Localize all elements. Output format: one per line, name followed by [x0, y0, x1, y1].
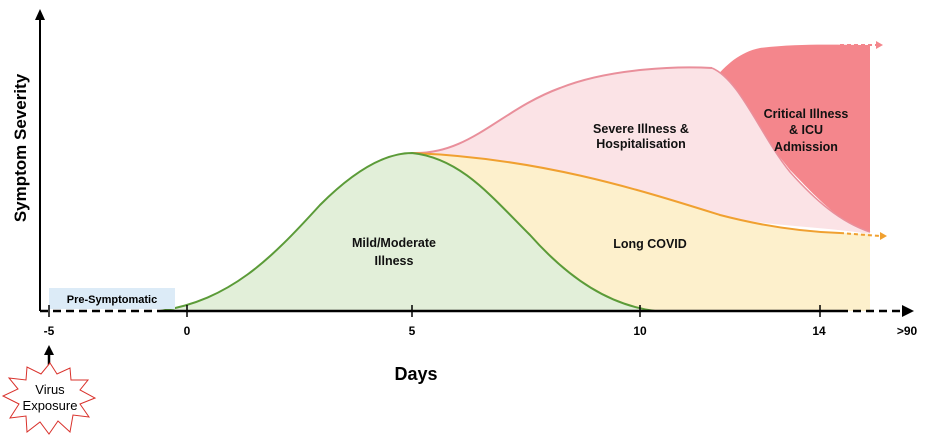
x-axis-title: Days [394, 364, 437, 384]
mild-region [160, 153, 655, 311]
pre-symptomatic-box [49, 288, 175, 309]
virus-exposure-burst [1, 362, 97, 435]
exposure-label-line2: Exposure [23, 398, 78, 413]
long-covid-arrowhead [880, 232, 887, 240]
mild-label-line2: Illness [375, 254, 414, 268]
tick-label-0: 0 [184, 324, 191, 338]
x-axis-arrowhead [902, 305, 914, 317]
critical-label-line1: Critical Illness [764, 107, 849, 121]
severe-label-line1: Severe Illness & [593, 122, 689, 136]
long-covid-line [411, 152, 841, 234]
tick-label-90: >90 [897, 324, 918, 338]
critical-label-line3: Admission [774, 140, 838, 154]
mild-label-line1: Mild/Moderate [352, 236, 436, 250]
critical-region [640, 44, 870, 233]
long-covid-region [412, 153, 870, 311]
exposure-arrowhead [44, 345, 54, 355]
mild-line [159, 151, 656, 312]
critical-label-line2: & ICU [789, 123, 823, 137]
tick-label-14: 14 [812, 324, 826, 338]
severe-label-line2: Hospitalisation [596, 137, 686, 151]
y-axis-title: Symptom Severity [11, 73, 30, 222]
pre-symptomatic-label: Pre-Symptomatic [67, 294, 157, 306]
critical-arrowhead [876, 41, 883, 49]
critical-edge-line [711, 67, 871, 233]
y-axis-arrowhead [35, 9, 45, 20]
tick-label-10: 10 [633, 324, 647, 338]
exposure-label-line1: Virus [35, 382, 65, 397]
long-covid-label: Long COVID [613, 237, 687, 251]
severe-line [411, 66, 713, 155]
severe-region [412, 67, 870, 234]
tick-label-minus5: -5 [44, 324, 55, 338]
tick-label-5: 5 [409, 324, 416, 338]
